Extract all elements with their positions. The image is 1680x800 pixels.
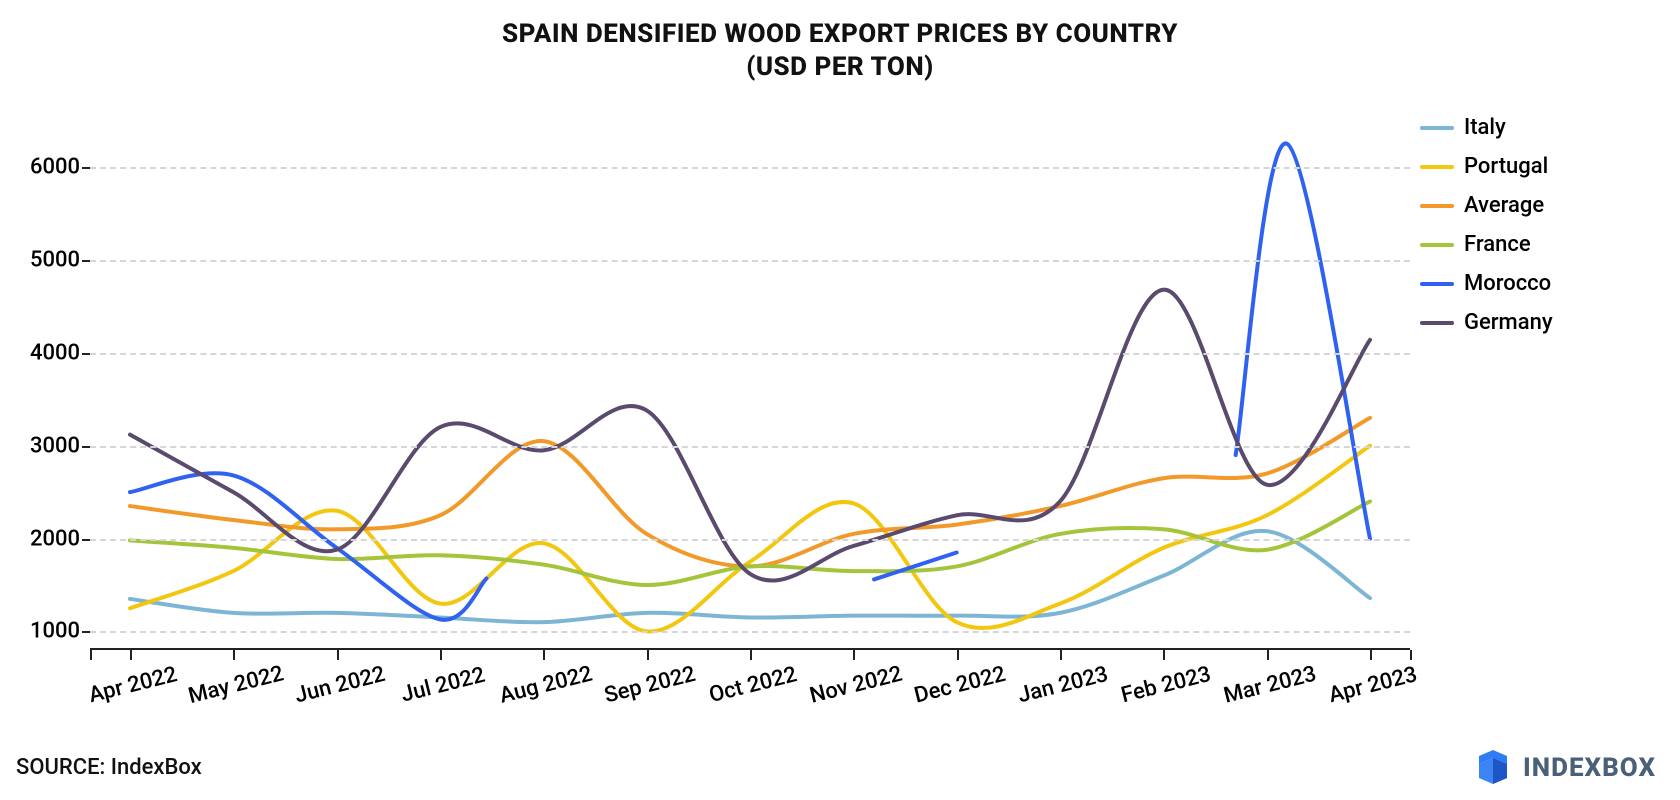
chart-title-line2: (USD PER TON) xyxy=(0,51,1680,84)
legend-label: Average xyxy=(1464,193,1544,218)
chart-container: SPAIN DENSIFIED WOOD EXPORT PRICES BY CO… xyxy=(0,0,1680,800)
x-tick xyxy=(957,650,959,660)
legend-swatch xyxy=(1420,204,1454,208)
y-gridline xyxy=(90,539,1410,541)
y-tick-mark xyxy=(82,260,90,262)
legend-label: France xyxy=(1464,232,1531,257)
brand-icon xyxy=(1473,750,1513,786)
legend-item: Morocco xyxy=(1420,271,1650,296)
x-tick-label: May 2022 xyxy=(186,661,286,709)
y-gridline xyxy=(90,446,1410,448)
x-tick xyxy=(1267,650,1269,660)
brand-logo: INDEXBOX xyxy=(1473,750,1656,786)
legend-label: Italy xyxy=(1464,115,1506,140)
source-label: SOURCE: IndexBox xyxy=(16,755,202,780)
x-tick xyxy=(1060,650,1062,660)
y-tick-mark xyxy=(82,446,90,448)
legend-item: Portugal xyxy=(1420,154,1650,179)
x-tick-label: Feb 2023 xyxy=(1119,662,1214,708)
y-tick-label: 2000 xyxy=(30,526,80,551)
x-tick-label: Dec 2022 xyxy=(911,662,1007,709)
series-line xyxy=(130,531,1370,622)
x-tick xyxy=(90,650,92,660)
x-tick xyxy=(1410,650,1412,660)
x-tick xyxy=(853,650,855,660)
y-tick-mark xyxy=(82,539,90,541)
x-tick xyxy=(647,650,649,660)
x-tick-label: Jul 2022 xyxy=(398,663,487,708)
legend-label: Morocco xyxy=(1464,271,1551,296)
series-line xyxy=(130,290,1370,581)
legend-item: Germany xyxy=(1420,310,1650,335)
y-tick-label: 1000 xyxy=(30,619,80,644)
legend-item: Average xyxy=(1420,193,1650,218)
y-tick-mark xyxy=(82,167,90,169)
legend-swatch xyxy=(1420,321,1454,325)
x-tick-label: Mar 2023 xyxy=(1221,662,1319,709)
x-tick xyxy=(1163,650,1165,660)
x-tick xyxy=(233,650,235,660)
x-tick-label: Sep 2022 xyxy=(602,662,698,709)
y-tick-label: 5000 xyxy=(30,248,80,273)
legend-item: Italy xyxy=(1420,115,1650,140)
y-gridline xyxy=(90,353,1410,355)
lines-layer xyxy=(90,130,1410,650)
chart-title-line1: SPAIN DENSIFIED WOOD EXPORT PRICES BY CO… xyxy=(0,18,1680,51)
x-tick xyxy=(750,650,752,660)
x-tick xyxy=(337,650,339,660)
legend-label: Portugal xyxy=(1464,154,1548,179)
x-tick-label: Apr 2022 xyxy=(86,662,179,708)
legend: Italy Portugal Average France Morocco Germany xyxy=(1420,115,1650,349)
legend-swatch xyxy=(1420,165,1454,169)
x-tick-label: Jun 2022 xyxy=(292,662,388,709)
y-gridline xyxy=(90,167,1410,169)
y-tick-mark xyxy=(82,631,90,633)
x-tick-label: Apr 2023 xyxy=(1326,662,1419,708)
x-tick-label: Jan 2023 xyxy=(1015,662,1110,708)
chart-title: SPAIN DENSIFIED WOOD EXPORT PRICES BY CO… xyxy=(0,0,1680,83)
legend-label: Germany xyxy=(1464,310,1553,335)
x-tick xyxy=(543,650,545,660)
y-tick-label: 4000 xyxy=(30,340,80,365)
legend-item: France xyxy=(1420,232,1650,257)
legend-swatch xyxy=(1420,243,1454,247)
series-line xyxy=(130,418,1370,567)
x-tick xyxy=(440,650,442,660)
y-tick-mark xyxy=(82,353,90,355)
plot-area: 100020003000400050006000Apr 2022May 2022… xyxy=(90,130,1410,650)
y-gridline xyxy=(90,260,1410,262)
brand-text: INDEXBOX xyxy=(1523,753,1656,783)
x-tick-label: Nov 2022 xyxy=(808,662,906,709)
x-tick xyxy=(130,650,132,660)
x-tick-label: Oct 2022 xyxy=(707,662,800,708)
y-gridline xyxy=(90,631,1410,633)
legend-swatch xyxy=(1420,126,1454,130)
y-tick-label: 6000 xyxy=(30,155,80,180)
x-tick xyxy=(1370,650,1372,660)
y-tick-label: 3000 xyxy=(30,433,80,458)
x-tick-label: Aug 2022 xyxy=(497,662,595,709)
legend-swatch xyxy=(1420,282,1454,286)
